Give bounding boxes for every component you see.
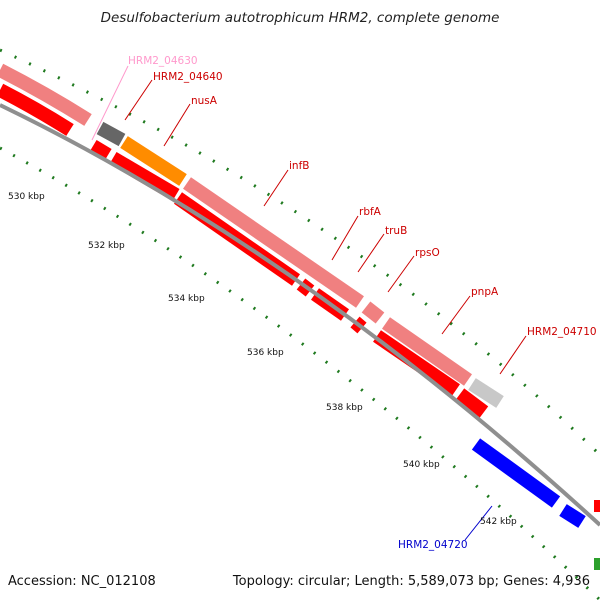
ruler-label: 542 kbp — [480, 517, 517, 527]
accession-text: Accession: NC_012108 — [8, 574, 156, 589]
minus-strand-track — [471, 438, 586, 528]
gene-track — [0, 63, 504, 408]
gene-label-HRM2_04640[interactable]: HRM2_04640 — [153, 71, 223, 83]
gene-label-HRM2_04710[interactable]: HRM2_04710 — [527, 326, 597, 338]
gene-label-truB[interactable]: truB — [385, 225, 407, 237]
gene-labels: HRM2_04630 HRM2_04640 nusA infB rbfA tru… — [128, 55, 597, 551]
gene-label-HRM2_04630[interactable]: HRM2_04630 — [128, 55, 198, 67]
ruler-label: 538 kbp — [326, 403, 363, 413]
ruler-label: 536 kbp — [247, 348, 284, 358]
gene-label-pnpA[interactable]: pnpA — [471, 286, 499, 298]
gene-label-infB[interactable]: infB — [289, 160, 309, 172]
backbone — [0, 103, 600, 527]
genome-stats-text: Topology: circular; Length: 5,589,073 bp… — [232, 574, 590, 589]
gene-label-rbfA[interactable]: rbfA — [359, 206, 382, 218]
ruler-labels: 530 kbp 532 kbp 534 kbp 536 kbp 538 kbp … — [8, 192, 517, 527]
ruler-label: 532 kbp — [88, 241, 125, 251]
edge-feature-red — [594, 500, 600, 512]
gene-label-rpsO[interactable]: rpsO — [415, 247, 440, 259]
gene-label-HRM2_04720[interactable]: HRM2_04720 — [398, 539, 468, 551]
gene-label-nusA[interactable]: nusA — [191, 95, 218, 107]
ruler-label: 534 kbp — [168, 294, 205, 304]
label-leaders — [91, 65, 527, 541]
edge-feature-green — [594, 558, 600, 570]
ruler-dots-inner — [0, 146, 600, 600]
ruler-label: 540 kbp — [403, 460, 440, 470]
map-title: Desulfobacterium autotrophicum HRM2, com… — [100, 10, 500, 26]
ruler-label: 530 kbp — [8, 192, 45, 202]
